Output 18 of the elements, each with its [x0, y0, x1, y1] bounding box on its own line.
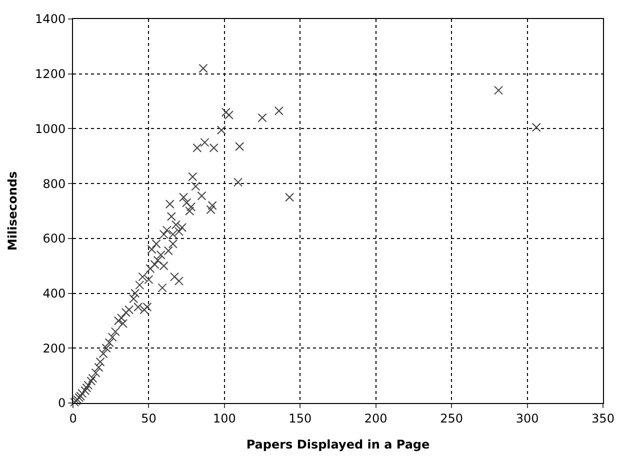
y-tick-label: 800: [42, 176, 66, 191]
x-tick-label: 200: [364, 411, 388, 426]
y-tick-label: 0: [58, 396, 66, 410]
y-tick-label: 1200: [35, 67, 66, 82]
y-tick-label: 400: [42, 286, 66, 300]
y-tick-label: 200: [42, 341, 66, 356]
y-tick-label: 600: [42, 232, 66, 246]
x-tick-label: 300: [516, 411, 539, 426]
x-axis-title: Papers Displayed in a Page: [246, 437, 430, 452]
x-tick-label: 350: [592, 411, 614, 426]
x-tick-label: 0: [69, 411, 77, 426]
y-axis-title: Miliseconds: [5, 171, 20, 251]
x-tick-label: 150: [288, 411, 312, 426]
y-tick-label: 1400: [35, 12, 66, 26]
x-tick-label: 100: [212, 411, 236, 426]
x-tick-label: 50: [141, 411, 156, 426]
x-tick-label: 250: [440, 411, 464, 426]
y-tick-label: 1000: [35, 122, 66, 136]
